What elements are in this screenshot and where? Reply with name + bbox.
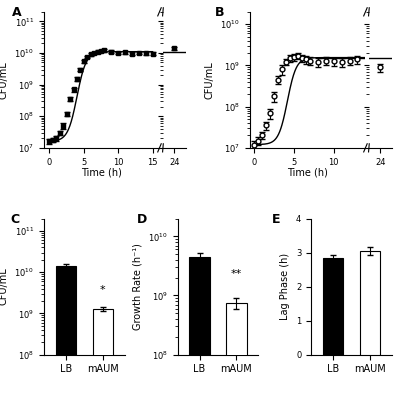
Y-axis label: CFU/mL: CFU/mL — [205, 61, 215, 99]
Bar — [93, 309, 113, 394]
Text: *: * — [100, 284, 106, 295]
Bar — [226, 303, 246, 394]
Text: E: E — [272, 213, 281, 226]
Text: B: B — [215, 6, 225, 19]
Y-axis label: CFU/mL: CFU/mL — [0, 268, 9, 305]
Bar — [56, 266, 76, 394]
X-axis label: Time (h): Time (h) — [81, 168, 122, 178]
Text: A: A — [12, 6, 21, 19]
Text: D: D — [137, 213, 147, 226]
Y-axis label: CFU/mL: CFU/mL — [0, 61, 9, 99]
Text: **: ** — [231, 269, 242, 279]
Bar — [323, 258, 343, 355]
X-axis label: Time (h): Time (h) — [287, 168, 328, 178]
Text: C: C — [10, 213, 19, 226]
Bar — [190, 257, 210, 394]
Y-axis label: Lag Phase (h): Lag Phase (h) — [280, 253, 290, 320]
Y-axis label: Growth Rate (h⁻¹): Growth Rate (h⁻¹) — [132, 243, 142, 330]
Bar — [360, 251, 380, 355]
